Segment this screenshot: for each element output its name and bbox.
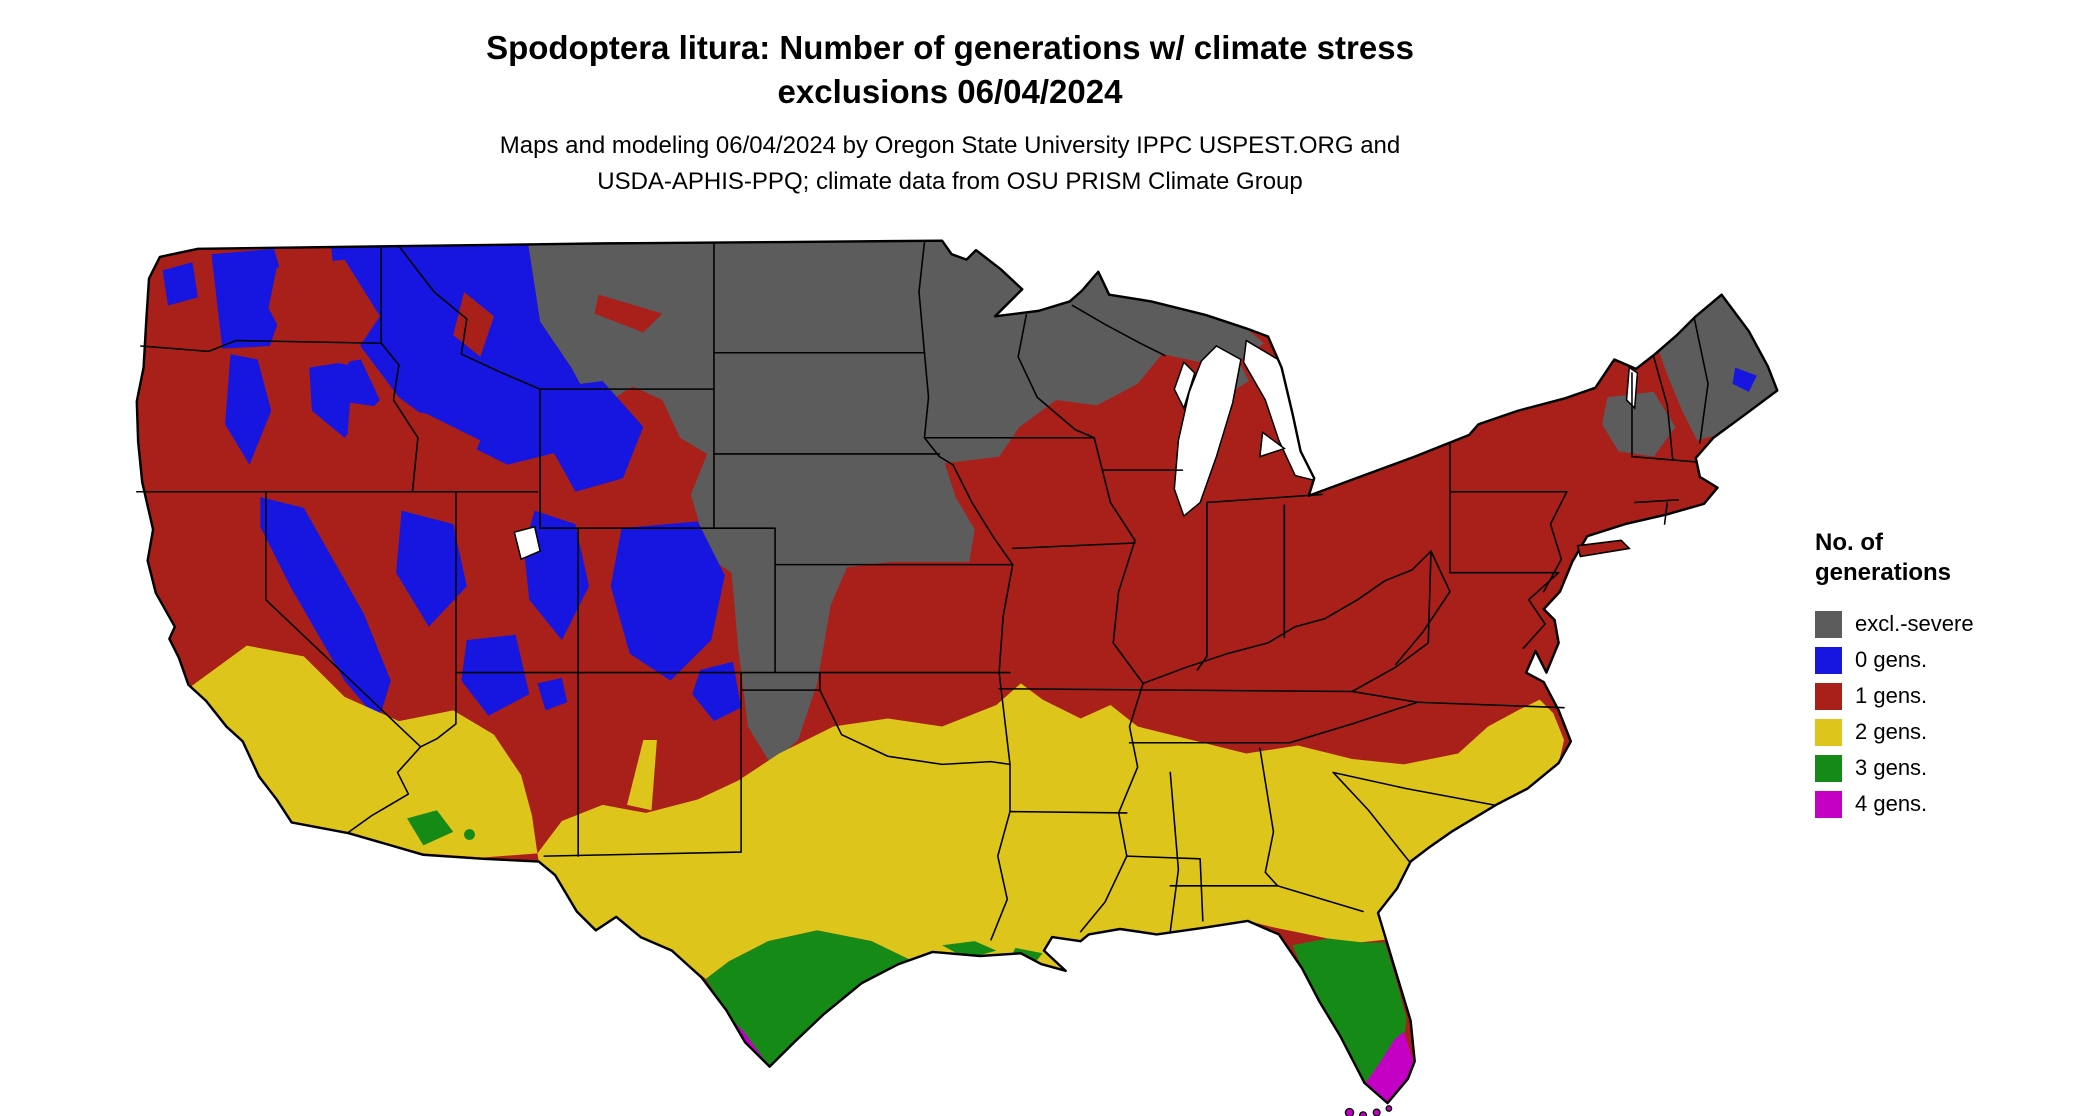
legend-swatch-g3	[1815, 754, 1842, 782]
region-2-generations	[189, 645, 1565, 979]
map-legend: No. of generations excl.-severe 0 gens. 1 …	[1815, 528, 2095, 822]
legend-label-g1: 1 gens.	[1855, 683, 1928, 708]
region-3-generations	[407, 810, 1407, 1083]
legend-label-excl: excl.-severe	[1855, 611, 1974, 636]
great-salt-lake	[513, 525, 541, 561]
us-map-svg	[135, 239, 1779, 1116]
state-borders	[136, 241, 1709, 941]
legend-swatch-excl	[1815, 610, 1842, 638]
page-title-line1: Spodoptera litura: Number of generations…	[486, 29, 1414, 66]
legend-item-g0: 0 gens.	[1815, 642, 2095, 678]
legend-item-g3: 3 gens.	[1815, 750, 2095, 786]
legend-title-line1: No. of	[1815, 529, 1883, 556]
subtitle-line2: USDA-APHIS-PPQ; climate data from OSU PR…	[597, 168, 1303, 196]
saginaw-bay	[1259, 430, 1286, 458]
region-0-generations	[162, 242, 1757, 722]
lake-michigan	[1173, 345, 1242, 518]
legend-label-g0: 0 gens.	[1855, 647, 1928, 672]
us-generations-map	[130, 238, 1780, 1116]
legend-swatch-g2	[1815, 718, 1842, 746]
legend-swatch-g1	[1815, 682, 1842, 710]
us-outline	[135, 239, 1779, 1105]
legend-swatch-g4	[1815, 790, 1842, 818]
legend-label-g2: 2 gens.	[1855, 719, 1928, 744]
header: Spodoptera litura: Number of generations…	[0, 26, 1900, 200]
legend-item-excl: excl.-severe	[1815, 606, 2095, 642]
legend-item-g4: 4 gens.	[1815, 786, 2095, 822]
page-title-line2: exclusions 06/04/2024	[777, 73, 1123, 111]
florida-keys	[1344, 1105, 1393, 1116]
region-4-generations	[713, 1009, 1414, 1104]
legend-label-g3: 3 gens.	[1855, 755, 1928, 780]
legend-item-g2: 2 gens.	[1815, 714, 2095, 750]
subtitle: Maps and modeling 06/04/2024 by Oregon S…	[0, 128, 1900, 200]
legend-title-line2: generations	[1815, 559, 1952, 586]
long-island	[1576, 539, 1631, 558]
legend-item-g1: 1 gens.	[1815, 678, 2095, 714]
legend-label-g4: 4 gens.	[1855, 791, 1928, 816]
legend-title: No. of generations	[1815, 528, 2095, 588]
subtitle-line1: Maps and modeling 06/04/2024 by Oregon S…	[499, 132, 1401, 160]
green-bay	[1173, 360, 1196, 411]
legend-items: excl.-severe 0 gens. 1 gens. 2 gens. 3 gens.…	[1815, 606, 2095, 822]
legend-swatch-g0	[1815, 646, 1842, 674]
